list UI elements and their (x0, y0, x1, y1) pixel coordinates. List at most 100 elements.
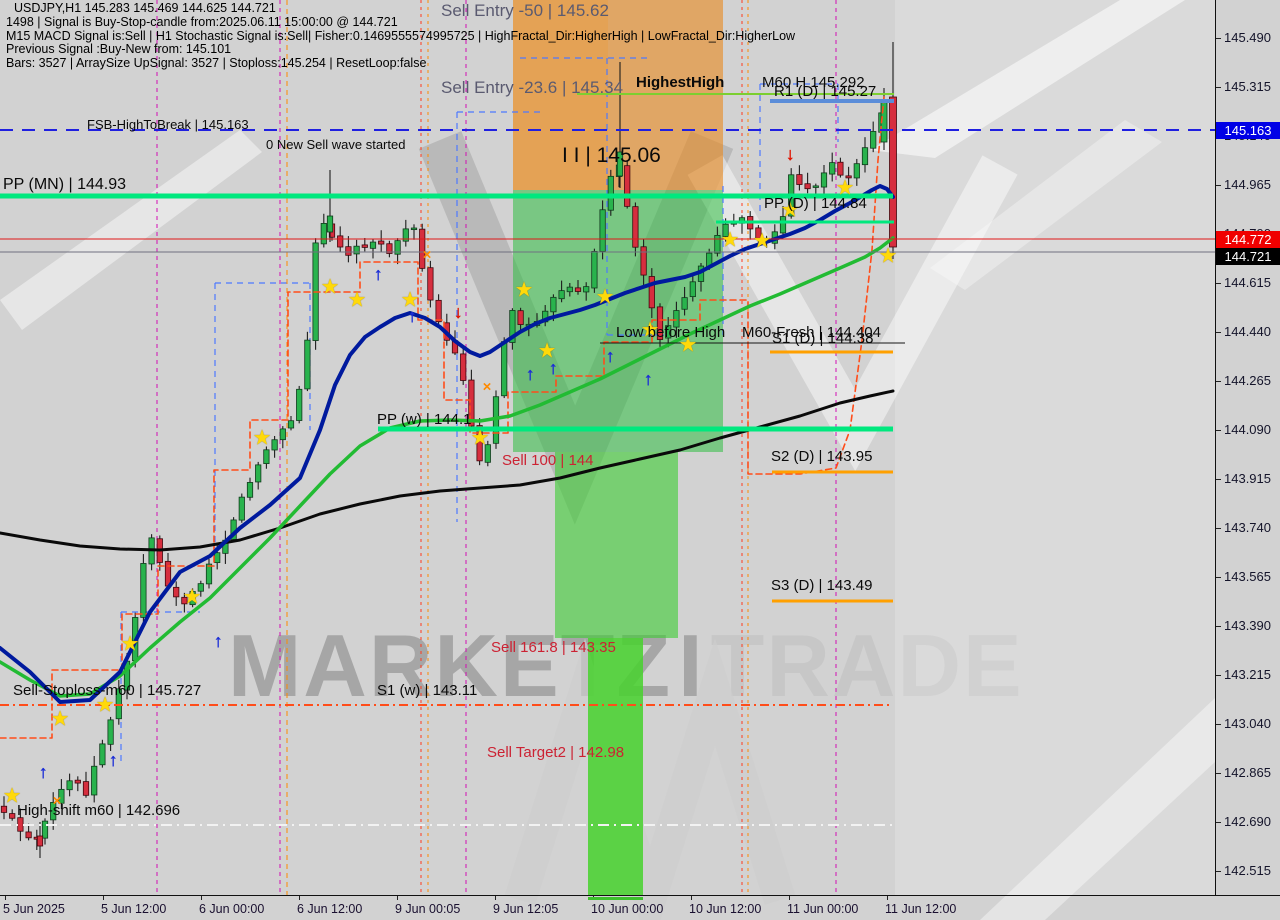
price-tick-label: 144.440 (1224, 324, 1271, 339)
candle-body (632, 206, 639, 248)
candle-body (263, 449, 270, 464)
x-mark-icon: × (482, 378, 492, 396)
label-low-before-high: Low before High (616, 324, 726, 341)
x-mark-icon: × (422, 246, 432, 264)
star-signal-icon: ★ (182, 585, 202, 609)
price-tick-label: 145.315 (1224, 79, 1271, 94)
candle-body (656, 306, 664, 340)
candle-body (402, 228, 409, 242)
price-tick (1216, 773, 1221, 774)
candle-body (558, 290, 565, 300)
star-signal-icon: ★ (514, 278, 534, 302)
candle-body (189, 591, 196, 606)
candle-body (17, 817, 24, 832)
price-tick (1216, 332, 1221, 333)
price-tick-label: 143.740 (1224, 520, 1271, 535)
time-axis[interactable]: 5 Jun 2025 5 Jun 12:00 6 Jun 00:00 6 Jun 12… (0, 896, 1280, 920)
decor-stripe-left (0, 130, 262, 330)
star-signal-icon: ★ (400, 288, 420, 312)
candle-body (66, 780, 73, 791)
buy-arrow-icon: ↑ (38, 762, 48, 782)
star-signal-icon: ★ (347, 288, 367, 312)
candle-body (369, 241, 377, 249)
decor-stripe-bottomright (980, 698, 1215, 920)
candle-body (419, 228, 426, 269)
candle-body (345, 246, 352, 256)
label-s1-weekly: S1 (w) | 143.11 (377, 682, 478, 699)
candle-body (435, 299, 442, 323)
buy-arrow-icon: ↑ (213, 631, 223, 651)
candle-body (50, 802, 57, 821)
price-axis[interactable]: 145.490145.315145.140144.965144.790144.6… (1216, 0, 1280, 895)
candle-body (665, 325, 672, 339)
time-axis-border (0, 895, 1280, 896)
time-tick-label: 6 Jun 00:00 (199, 902, 265, 916)
candle-body (722, 223, 729, 237)
candle-body (476, 425, 483, 462)
label-pp-monthly: PP (MN) | 144.93 (3, 176, 127, 193)
candle-body (353, 245, 360, 255)
price-tick (1216, 675, 1221, 676)
candle-body (410, 227, 418, 231)
candle-body (255, 464, 262, 483)
candle-body (320, 223, 327, 245)
star-signal-icon: ★ (640, 318, 660, 342)
star-signal-icon: ★ (720, 228, 740, 252)
candle-body (378, 240, 385, 245)
candle-body (99, 743, 106, 766)
ma-fast-green (0, 236, 895, 698)
label-pp-weekly: PP (w) | 144.1 (377, 411, 472, 428)
candle-body (853, 163, 860, 179)
price-axis-border (1215, 0, 1216, 896)
price-marker-box: 144.772 (1216, 230, 1280, 248)
star-signal-icon: ★ (95, 693, 115, 717)
candle-body (484, 444, 491, 463)
price-tick (1216, 283, 1221, 284)
candle-body (616, 151, 624, 177)
price-tick-label: 143.565 (1224, 569, 1271, 584)
star-signal-icon: ★ (320, 275, 340, 299)
candle-body (74, 779, 81, 784)
star-signal-icon: ★ (878, 244, 898, 268)
star-signal-icon: ★ (595, 285, 615, 309)
candle-body (574, 287, 582, 292)
price-tick (1216, 871, 1221, 872)
buy-arrow-icon: ↑ (407, 306, 417, 326)
decor-right-pane (895, 0, 1215, 895)
decor-zigzag-bottom (504, 638, 796, 920)
chart-info-block: USDJPY,H1 145.283 145.469 144.625 144.72… (6, 1, 795, 71)
time-tick-label: 11 Jun 12:00 (885, 902, 957, 916)
star-signal-icon: ★ (752, 229, 772, 253)
candle-body (583, 286, 590, 293)
candle-body (279, 428, 286, 441)
label-highest-high: HighestHigh (636, 74, 725, 91)
price-tick-label: 142.690 (1224, 814, 1271, 829)
star-signal-icon: ★ (470, 426, 490, 450)
label-ii-level: I I | 145.06 (562, 144, 661, 167)
time-tick-label: 9 Jun 12:05 (493, 902, 559, 916)
price-tick-label: 145.490 (1224, 30, 1271, 45)
star-signal-icon: ★ (780, 198, 800, 222)
candle-body (517, 310, 524, 325)
candle-body (681, 297, 688, 310)
candle-body (36, 835, 44, 847)
price-tick-label: 142.515 (1224, 863, 1271, 878)
candle-body (58, 788, 65, 804)
candle-body (337, 235, 344, 248)
candle-body (214, 552, 221, 564)
buy-arrow-icon: ↑ (605, 346, 615, 366)
candle-body (41, 820, 49, 839)
buy-arrow-icon: ↑ (373, 264, 383, 284)
time-tick (495, 896, 496, 900)
time-tick-label: 6 Jun 12:00 (297, 902, 363, 916)
sell-arrow-icon: ↓ (785, 144, 795, 164)
signal-line: 1498 | Signal is Buy-Stop-candle from:20… (6, 14, 398, 29)
previous-signal-line: Previous Signal :Buy-New from: 145.101 (6, 42, 232, 57)
label-sell-entry-50: Sell Entry -50 | 145.62 (441, 1, 609, 20)
time-tick-label: 10 Jun 12:00 (689, 902, 762, 916)
candle-body (550, 296, 557, 313)
time-tick-label: 11 Jun 00:00 (787, 902, 859, 916)
candle-body (648, 276, 655, 309)
candle-body (386, 243, 393, 254)
